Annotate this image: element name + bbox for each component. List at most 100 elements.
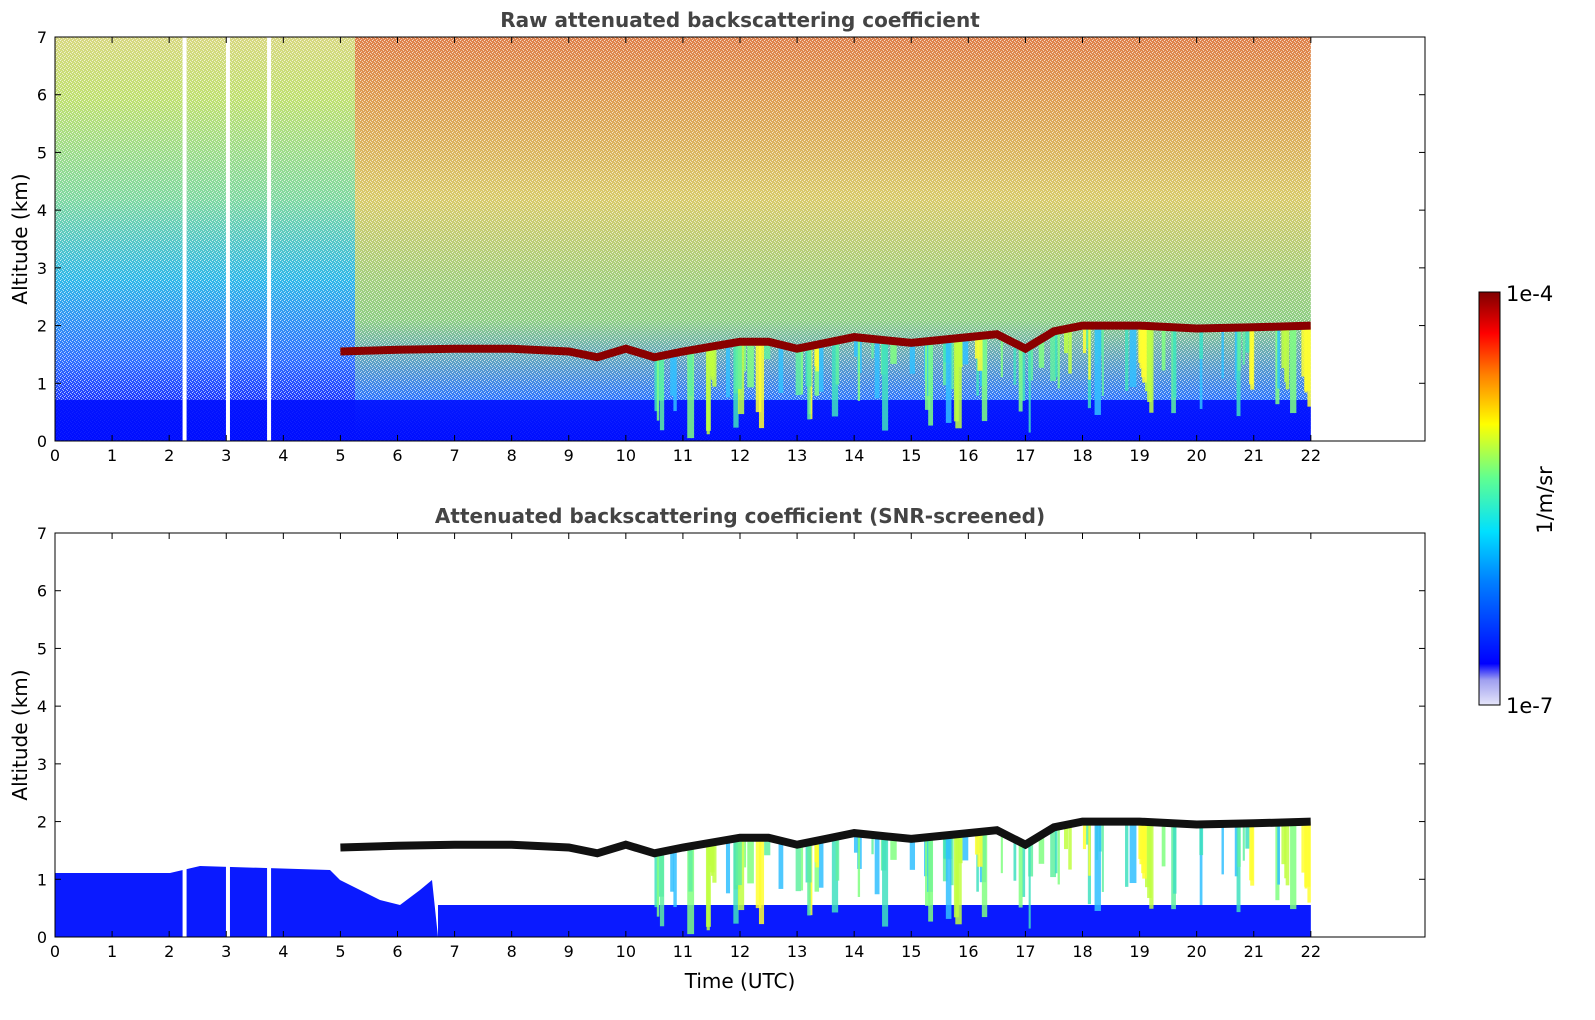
fallstreak (1038, 836, 1045, 864)
fallstreak (673, 849, 677, 908)
fallstreak (1161, 822, 1166, 867)
y-tick-label: 5 (37, 143, 47, 162)
x-tick-label: 2 (164, 446, 174, 465)
fallstreak (1018, 345, 1023, 412)
fallstreak (1199, 328, 1204, 360)
fallstreak (890, 340, 897, 364)
fallstreak (874, 835, 880, 895)
fallstreak (706, 843, 710, 931)
fallstreak (977, 336, 983, 371)
fallstreak (874, 339, 880, 399)
y-tick-label: 6 (37, 86, 47, 105)
fallstreak (654, 853, 659, 908)
fallstreak (1234, 823, 1238, 877)
fallstreak (945, 835, 952, 919)
fallstreak (928, 837, 934, 922)
fallstreak (981, 831, 988, 918)
panel2-missing-profiles (182, 533, 272, 937)
no-data-region (1310, 37, 1425, 441)
x-tick-label: 13 (787, 446, 807, 465)
fallstreak (670, 354, 674, 396)
fallstreak (688, 350, 693, 396)
missing-profile (182, 37, 187, 441)
panel2-x-axis: 0 1 2 3 4 5 6 7 8 9 10 11 12 13 14 15 16 17 18 19 20 21 22 (50, 533, 1321, 961)
x-tick-label: 6 (392, 942, 402, 961)
fallstreak (1050, 333, 1056, 382)
fallstreak (1301, 821, 1305, 873)
colorbar-min-label: 1e-7 (1506, 694, 1553, 718)
y-tick-label: 4 (37, 697, 47, 716)
fallstreak (1000, 336, 1003, 378)
x-tick-label: 21 (1244, 942, 1264, 961)
fallstreak (755, 837, 762, 909)
fallstreak (1038, 340, 1045, 368)
colorbar-gradient (1478, 291, 1501, 706)
panel1-fallstreaks (654, 325, 1314, 439)
fallstreak (981, 335, 988, 422)
x-tick-label: 5 (335, 446, 345, 465)
fallstreak (656, 852, 660, 917)
panel2-heatmap (55, 533, 1425, 937)
fallstreak (1307, 325, 1314, 407)
x-tick-label: 10 (616, 446, 636, 465)
x-tick-label: 21 (1244, 446, 1264, 465)
fallstreak (712, 346, 717, 387)
x-tick-label: 7 (449, 942, 459, 961)
fallstreak (818, 840, 824, 888)
fallstreak (1142, 325, 1147, 383)
fallstreak (1161, 326, 1166, 371)
fallstreak (656, 356, 660, 421)
colorbar-max-label: 1e-4 (1506, 282, 1553, 306)
fallstreak (955, 834, 962, 925)
panel-raw: Raw attenuated backscattering coefficien… (8, 8, 1426, 465)
x-tick-label: 2 (164, 942, 174, 961)
missing-profile (225, 37, 230, 441)
y-tick-label: 2 (37, 813, 47, 832)
fallstreak (1028, 346, 1031, 433)
fallstreak (1245, 327, 1250, 353)
fallstreak (1149, 822, 1154, 909)
fallstreak (958, 834, 963, 864)
fallstreak (1173, 823, 1177, 894)
fallstreak (670, 850, 674, 892)
fallstreak (1234, 327, 1238, 381)
y-tick-label: 6 (37, 582, 47, 601)
x-tick-label: 4 (278, 446, 288, 465)
fallstreak (688, 846, 693, 892)
fallstreak (659, 852, 665, 927)
y-tick-label: 7 (37, 524, 47, 543)
x-tick-label: 16 (958, 942, 978, 961)
x-tick-label: 11 (673, 446, 693, 465)
fallstreak (1301, 325, 1305, 377)
x-tick-label: 0 (50, 446, 60, 465)
fallstreak (1101, 821, 1104, 892)
fallstreak (909, 342, 916, 374)
fallstreak (1022, 843, 1026, 897)
fallstreak (1307, 821, 1314, 903)
fallstreak (758, 837, 765, 925)
fallstreak (1304, 325, 1308, 393)
panel2-title: Attenuated backscattering coefficient (S… (435, 504, 1045, 528)
fallstreak (1199, 824, 1203, 905)
x-tick-label: 16 (958, 446, 978, 465)
x-tick-label: 9 (564, 446, 574, 465)
x-tick-label: 4 (278, 942, 288, 961)
fallstreak (735, 838, 742, 886)
fallstreak (758, 341, 765, 429)
fallstreak (1018, 841, 1023, 908)
y-tick-label: 2 (37, 317, 47, 336)
fallstreak (950, 834, 954, 886)
fallstreak (1129, 821, 1137, 884)
panel1-ylabel: Altitude (km) (8, 173, 32, 304)
fallstreak (659, 356, 665, 431)
fallstreak (1082, 821, 1087, 850)
y-tick-label: 3 (37, 755, 47, 774)
fallstreak (1281, 326, 1286, 369)
missing-profile (225, 533, 230, 937)
x-tick-label: 14 (844, 942, 864, 961)
fallstreak (764, 837, 771, 856)
fallstreak (831, 837, 839, 913)
fallstreak (1082, 325, 1087, 354)
x-tick-label: 3 (221, 446, 231, 465)
fallstreak (712, 842, 717, 883)
